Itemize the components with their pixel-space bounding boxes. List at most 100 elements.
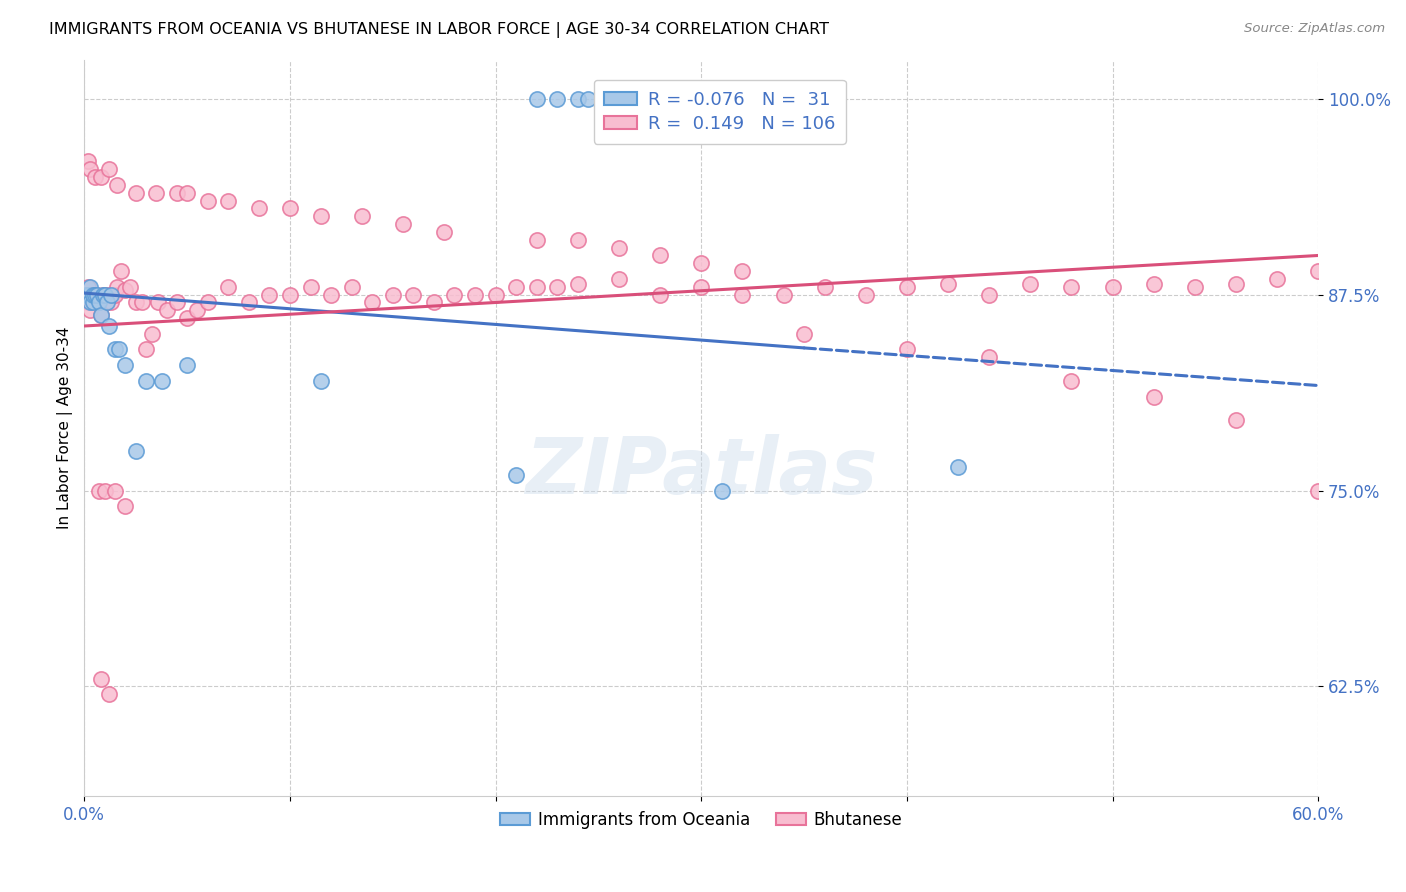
Point: [567, 92, 589, 106]
Point: [90, 672, 112, 686]
Point: [118, 280, 141, 294]
Point: [77, 295, 100, 310]
Point: [1225, 413, 1247, 427]
Point: [340, 280, 363, 294]
Point: [526, 233, 548, 247]
Point: [83, 287, 105, 301]
Point: [104, 343, 127, 357]
Point: [505, 280, 527, 294]
Point: [87, 295, 110, 310]
Point: [98, 687, 121, 701]
Point: [1060, 374, 1083, 388]
Point: [83, 170, 105, 185]
Point: [176, 311, 198, 326]
Point: [83, 287, 105, 301]
Point: [105, 280, 128, 294]
Point: [79, 162, 101, 177]
Point: [392, 217, 415, 231]
Point: [87, 295, 110, 310]
Point: [402, 287, 425, 301]
Point: [114, 358, 136, 372]
Point: [145, 186, 167, 200]
Point: [90, 308, 112, 322]
Point: [423, 295, 446, 310]
Point: [98, 318, 121, 333]
Point: [319, 287, 342, 301]
Y-axis label: In Labor Force | Age 30-34: In Labor Force | Age 30-34: [58, 326, 73, 529]
Point: [650, 248, 672, 262]
Point: [309, 374, 332, 388]
Point: [690, 256, 713, 270]
Point: [197, 194, 219, 208]
Point: [86, 287, 108, 301]
Point: [186, 303, 208, 318]
Point: [1225, 277, 1247, 291]
Point: [979, 351, 1001, 365]
Point: [98, 162, 121, 177]
Point: [607, 241, 630, 255]
Point: [176, 358, 198, 372]
Point: [79, 287, 101, 301]
Point: [114, 283, 136, 297]
Text: ZIPatlas: ZIPatlas: [526, 434, 877, 510]
Point: [86, 287, 108, 301]
Point: [650, 287, 672, 301]
Point: [1308, 264, 1330, 278]
Point: [690, 280, 713, 294]
Point: [567, 233, 589, 247]
Point: [79, 303, 101, 318]
Point: [104, 287, 127, 301]
Point: [936, 277, 959, 291]
Point: [75, 287, 97, 301]
Point: [731, 287, 754, 301]
Point: [546, 92, 568, 106]
Point: [79, 280, 101, 294]
Point: [77, 154, 100, 169]
Point: [166, 186, 188, 200]
Point: [772, 287, 794, 301]
Point: [814, 280, 837, 294]
Point: [96, 295, 118, 310]
Point: [948, 460, 970, 475]
Point: [125, 295, 148, 310]
Point: [526, 280, 548, 294]
Point: [94, 287, 117, 301]
Point: [77, 280, 100, 294]
Point: [135, 343, 157, 357]
Point: [247, 202, 270, 216]
Point: [75, 287, 97, 301]
Point: [135, 374, 157, 388]
Point: [108, 343, 131, 357]
Point: [94, 287, 117, 301]
Point: [485, 287, 508, 301]
Point: [79, 295, 101, 310]
Point: [87, 483, 110, 498]
Point: [82, 287, 104, 301]
Point: [505, 467, 527, 482]
Point: [217, 280, 239, 294]
Point: [155, 303, 177, 318]
Point: [114, 499, 136, 513]
Point: [1308, 483, 1330, 498]
Point: [105, 178, 128, 192]
Point: [131, 295, 153, 310]
Point: [1184, 280, 1206, 294]
Point: [91, 287, 114, 301]
Text: IMMIGRANTS FROM OCEANIA VS BHUTANESE IN LABOR FORCE | AGE 30-34 CORRELATION CHAR: IMMIGRANTS FROM OCEANIA VS BHUTANESE IN …: [49, 22, 830, 38]
Point: [855, 287, 877, 301]
Point: [77, 287, 100, 301]
Point: [110, 264, 132, 278]
Point: [443, 287, 465, 301]
Point: [896, 343, 918, 357]
Point: [546, 280, 568, 294]
Legend: Immigrants from Oceania, Bhutanese: Immigrants from Oceania, Bhutanese: [494, 805, 910, 836]
Point: [278, 287, 301, 301]
Point: [526, 92, 548, 106]
Point: [381, 287, 404, 301]
Point: [82, 287, 104, 301]
Point: [607, 272, 630, 286]
Point: [125, 444, 148, 458]
Point: [166, 295, 188, 310]
Point: [464, 287, 486, 301]
Point: [176, 186, 198, 200]
